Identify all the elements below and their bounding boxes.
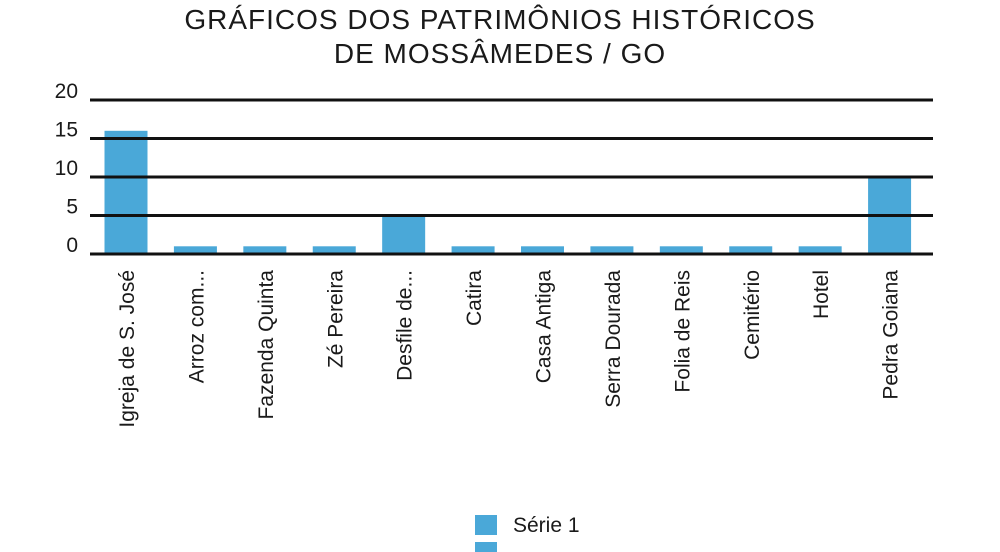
- x-tick-label: Catira: [463, 270, 486, 326]
- bar-5: [451, 246, 495, 253]
- bar-8: [659, 246, 703, 253]
- bar-1: [173, 246, 217, 253]
- legend-label-serie-1: Série 1: [513, 514, 580, 537]
- x-tick-label: Fazenda Quinta: [255, 270, 278, 420]
- y-tick-label: 5: [66, 196, 78, 219]
- x-tick-label: Desfile de...: [394, 270, 417, 381]
- bar-2: [243, 246, 287, 253]
- x-tick-label: Cemitério: [741, 270, 764, 360]
- legend-swatch-partial: [475, 542, 497, 552]
- x-tick-label: Casa Antiga: [533, 270, 556, 384]
- y-tick-label: 0: [66, 234, 78, 257]
- bar-4: [382, 215, 426, 253]
- chart-title-line-1: GRÁFICOS DOS PATRIMÔNIOS HISTÓRICOS: [184, 4, 816, 35]
- x-tick-label: Igreja de S. José: [116, 270, 139, 428]
- bar-6: [521, 246, 564, 253]
- bar-10: [798, 246, 842, 253]
- x-tick-label: Hotel: [810, 270, 833, 319]
- bar-9: [729, 246, 773, 253]
- y-tick-label: 15: [55, 119, 78, 142]
- x-tick-label: Pedra Goiana: [880, 270, 903, 400]
- y-tick-label: 20: [55, 80, 78, 103]
- x-tick-label: Folia de Reis: [671, 270, 694, 393]
- y-tick-label: 10: [55, 157, 78, 180]
- bar-3: [312, 246, 356, 253]
- bar-0: [104, 130, 148, 253]
- x-tick-label: Arroz com...: [185, 270, 208, 383]
- legend-swatch-serie-1: [475, 515, 497, 535]
- x-tick-label: Serra Dourada: [602, 270, 625, 408]
- chart-title-line-2: DE MOSSÂMEDES / GO: [333, 38, 667, 69]
- x-tick-label: Zé Pereira: [324, 270, 347, 368]
- bar-7: [590, 246, 634, 253]
